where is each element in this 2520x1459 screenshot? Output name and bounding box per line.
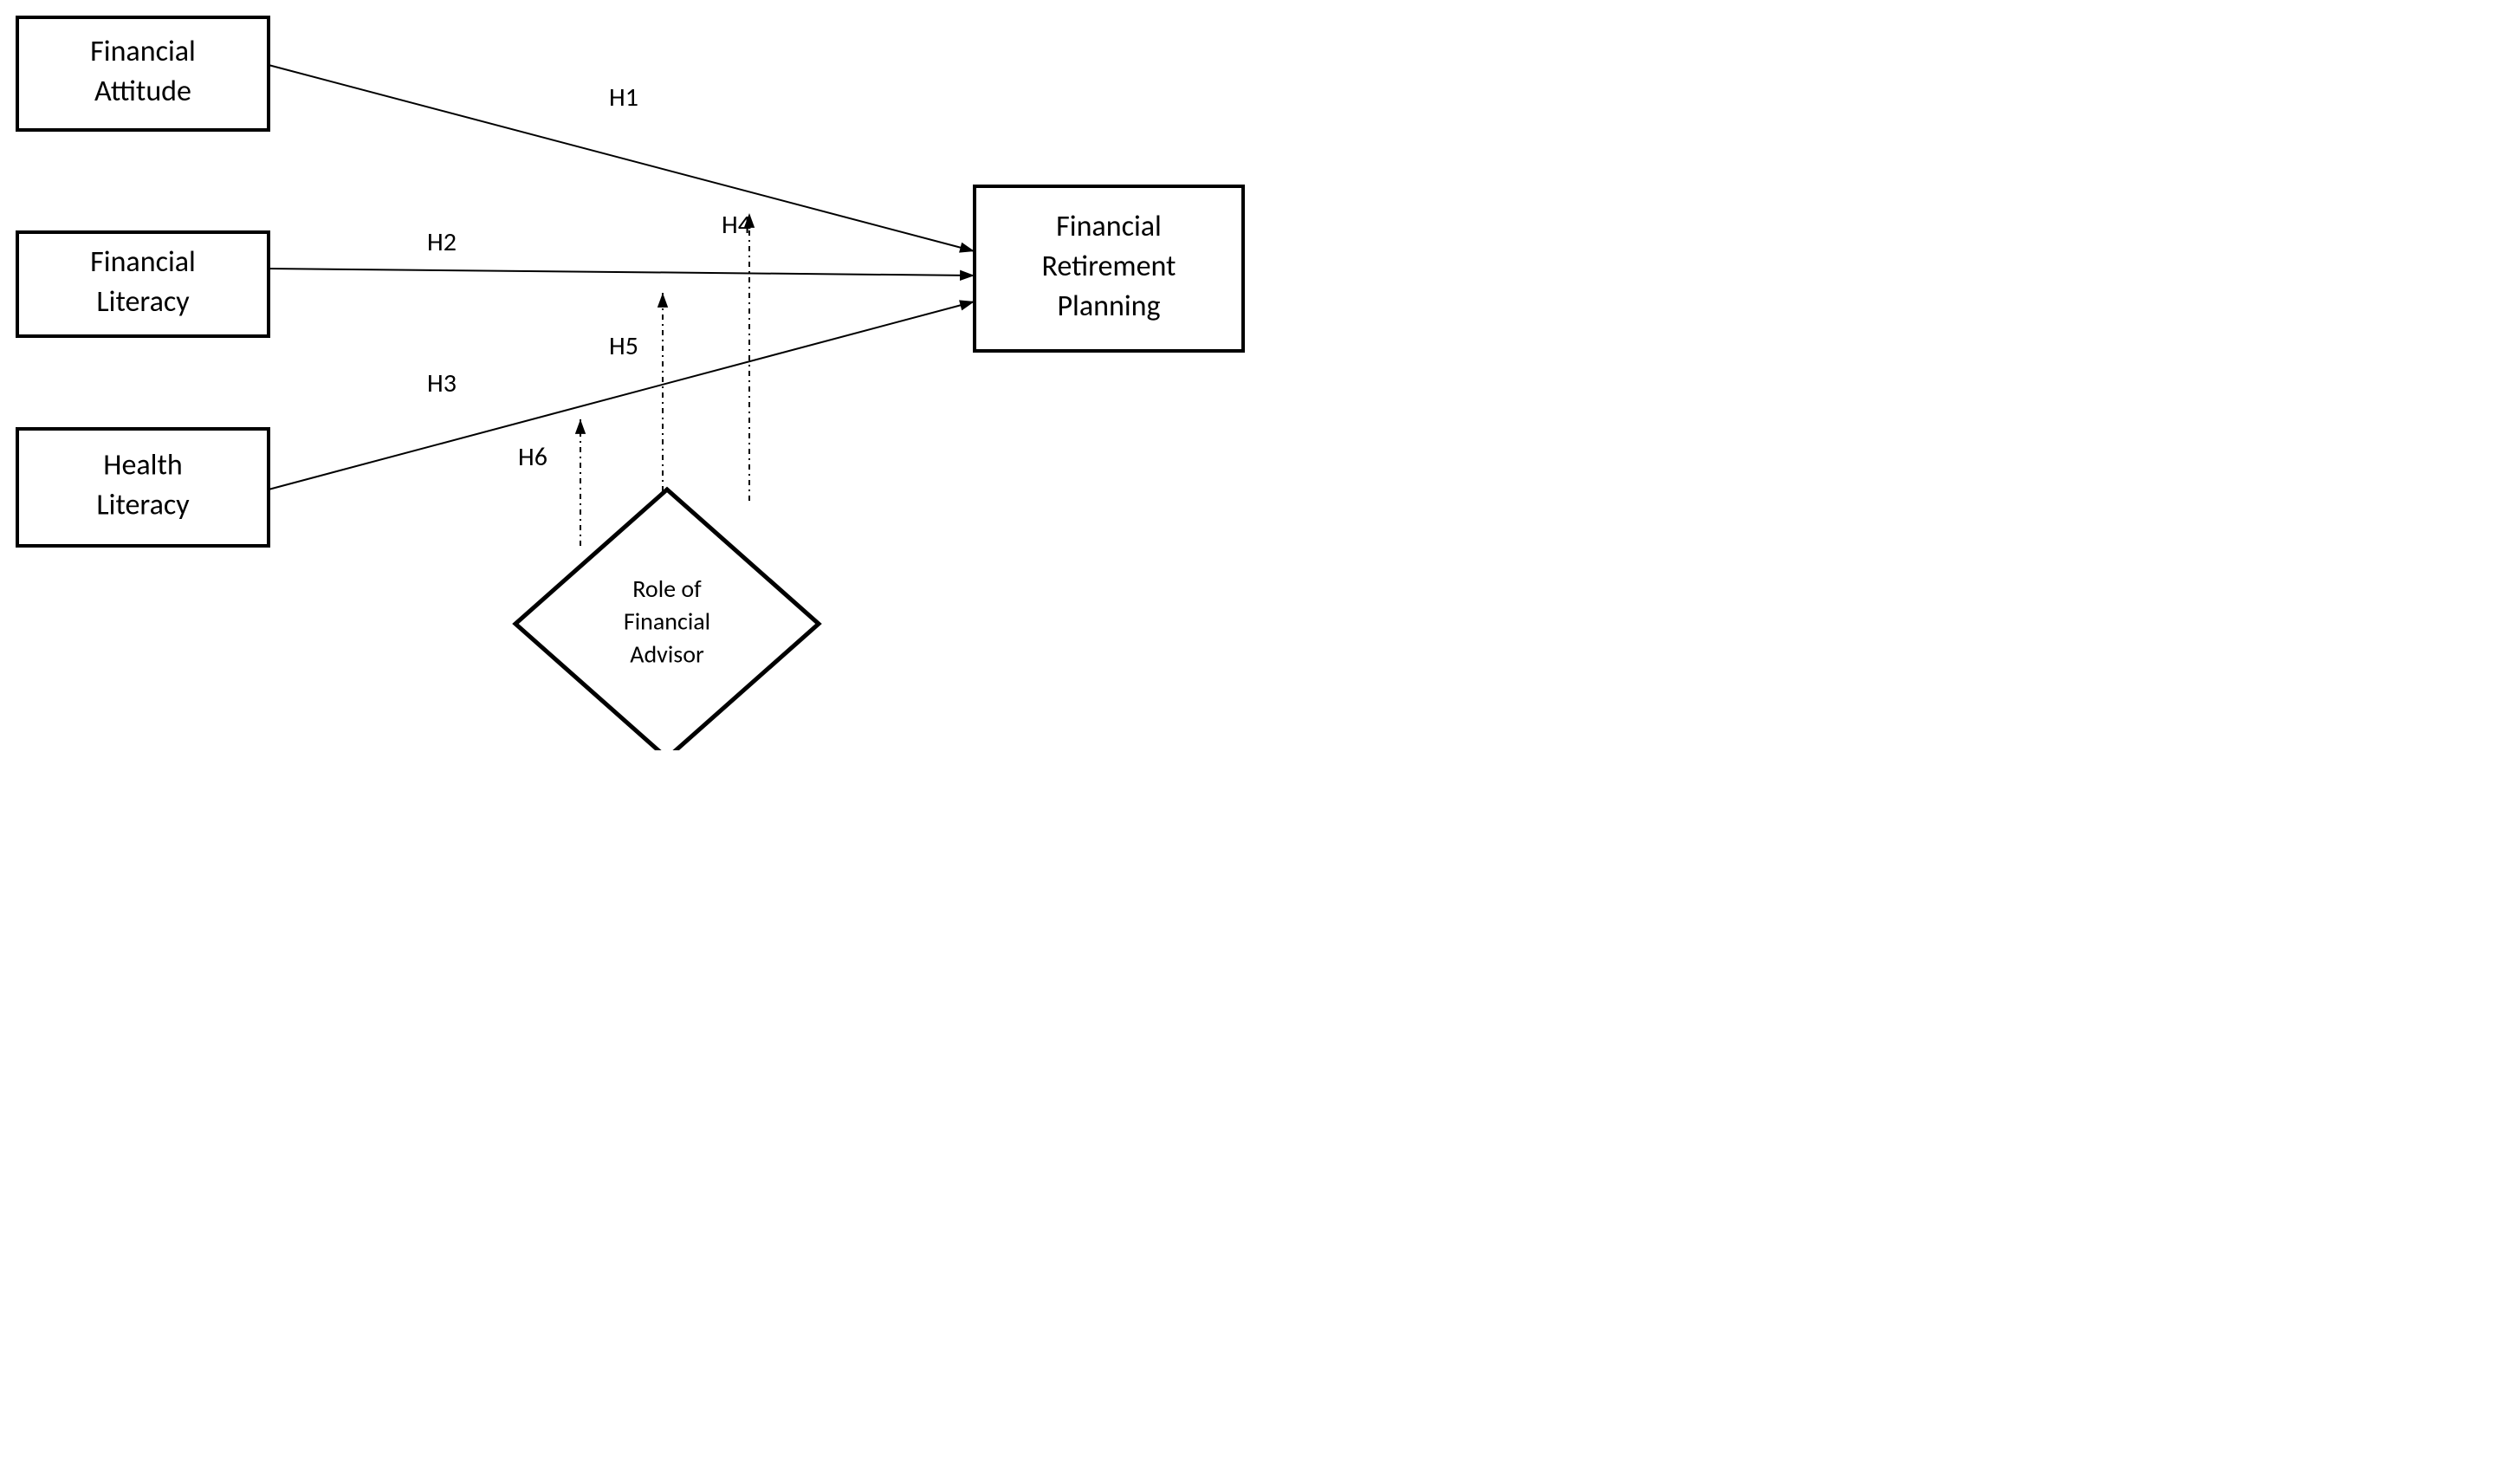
edge-label-h4: H4 bbox=[722, 209, 751, 241]
node-hl-line0: Health bbox=[103, 448, 182, 483]
node-fa-line1: Attitude bbox=[94, 74, 191, 109]
edge-h2 bbox=[269, 269, 975, 276]
node-mod-line2: Advisor bbox=[630, 639, 704, 669]
node-hl-line1: Literacy bbox=[96, 488, 190, 523]
arrowhead bbox=[959, 243, 975, 253]
arrowhead bbox=[575, 419, 586, 434]
node-fa-line0: Financial bbox=[90, 34, 196, 69]
node-fl-line0: Financial bbox=[90, 244, 196, 280]
edge-label-h1: H1 bbox=[609, 81, 638, 113]
node-dv-line0: Financial bbox=[1056, 209, 1162, 244]
edge-label-h6: H6 bbox=[518, 441, 547, 473]
arrowhead bbox=[960, 270, 975, 281]
node-fl-line1: Literacy bbox=[96, 284, 190, 320]
arrowhead bbox=[959, 300, 975, 310]
edge-label-h2: H2 bbox=[427, 226, 457, 258]
edge-label-h3: H3 bbox=[427, 367, 457, 399]
node-dv-line2: Planning bbox=[1057, 289, 1160, 324]
arrowhead bbox=[658, 293, 668, 308]
node-dv-line1: Retirement bbox=[1042, 249, 1176, 284]
node-mod-line0: Role of bbox=[632, 574, 702, 604]
edge-label-h5: H5 bbox=[609, 330, 638, 362]
node-mod-line1: Financial bbox=[624, 606, 710, 637]
